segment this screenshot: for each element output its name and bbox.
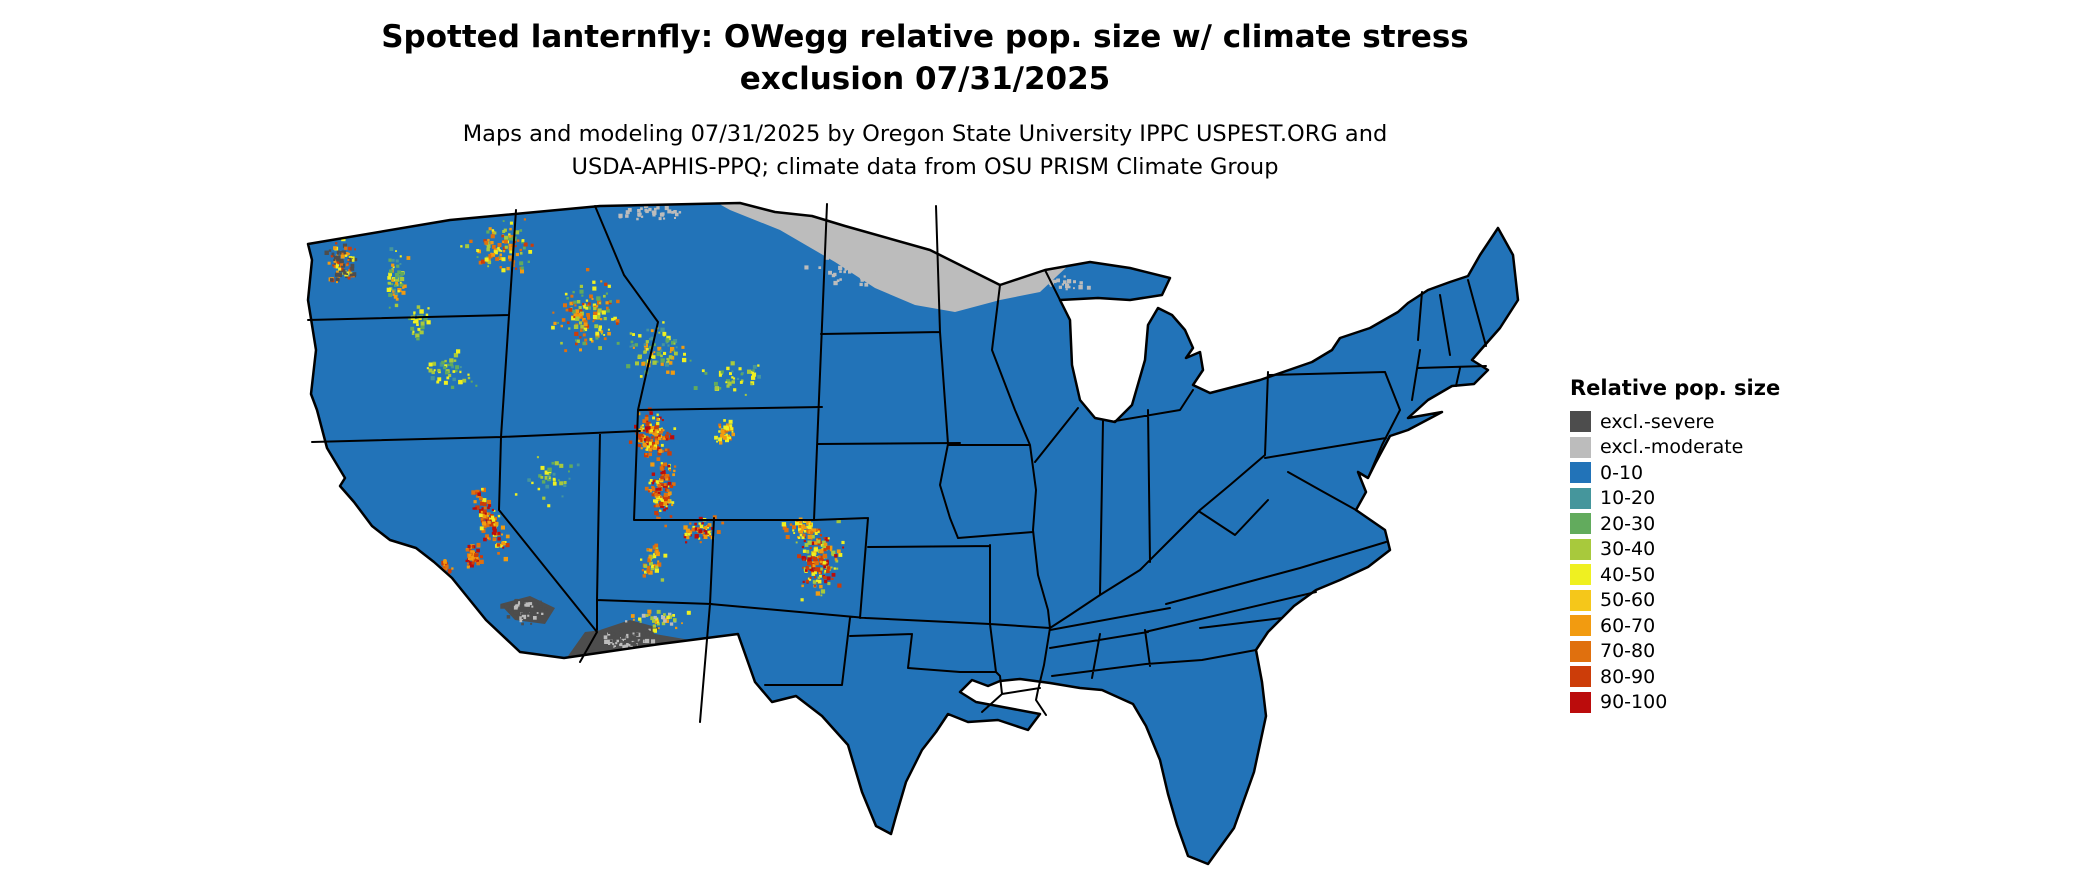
legend: Relative pop. size excl.-severe excl.-mod… [1570, 376, 1780, 715]
exclusion-severe-region-phoenix [600, 620, 660, 641]
legend-rows: excl.-severe excl.-moderate 0-10 10-20 20-30… [1570, 409, 1780, 715]
risk-speckles [324, 204, 1091, 657]
us-landmass [308, 203, 1518, 864]
legend-swatch [1570, 564, 1591, 586]
legend-swatch [1570, 640, 1591, 662]
title-line-2: exclusion 07/31/2025 [739, 61, 1111, 97]
legend-label: 80-90 [1600, 665, 1656, 688]
legend-swatch [1570, 691, 1591, 713]
legend-item: 80-90 [1570, 664, 1780, 690]
legend-swatch [1570, 538, 1591, 560]
legend-item: 40-50 [1570, 562, 1780, 588]
legend-item: 70-80 [1570, 639, 1780, 665]
legend-label: 90-100 [1600, 691, 1668, 714]
subtitle-line-2: USDA-APHIS-PPQ; climate data from OSU PR… [571, 154, 1279, 180]
legend-label: 10-20 [1600, 487, 1656, 510]
legend-label: 70-80 [1600, 640, 1656, 663]
legend-swatch [1570, 462, 1591, 484]
page-subtitle: Maps and modeling 07/31/2025 by Oregon S… [0, 118, 1850, 184]
legend-item: excl.-severe [1570, 409, 1780, 435]
legend-title: Relative pop. size [1570, 376, 1781, 400]
legend-label: 40-50 [1600, 563, 1656, 586]
legend-item: 60-70 [1570, 613, 1780, 639]
us-map [300, 200, 1520, 878]
title-line-1: Spotted lanternfly: OWegg relative pop. … [381, 19, 1469, 55]
legend-label: 20-30 [1600, 512, 1656, 535]
legend-swatch [1570, 615, 1591, 637]
us-coastline [306, 201, 1520, 866]
legend-label: 50-60 [1600, 589, 1656, 612]
legend-label: 60-70 [1600, 614, 1656, 637]
legend-label: excl.-moderate [1600, 436, 1744, 459]
page-title: Spotted lanternfly: OWegg relative pop. … [0, 16, 1850, 100]
subtitle-line-1: Maps and modeling 07/31/2025 by Oregon S… [462, 121, 1388, 147]
legend-item: 30-40 [1570, 537, 1780, 563]
legend-label: 0-10 [1600, 461, 1644, 484]
legend-label: 30-40 [1600, 538, 1656, 561]
legend-swatch [1570, 513, 1591, 535]
legend-item: excl.-moderate [1570, 435, 1780, 461]
legend-swatch [1570, 436, 1591, 458]
legend-swatch [1570, 589, 1591, 611]
legend-swatch [1570, 666, 1591, 688]
legend-item: 20-30 [1570, 511, 1780, 537]
legend-label: excl.-severe [1600, 410, 1715, 433]
legend-item: 0-10 [1570, 460, 1780, 486]
state-borders [307, 203, 1487, 723]
legend-item: 90-100 [1570, 690, 1780, 716]
legend-item: 10-20 [1570, 486, 1780, 512]
legend-item: 50-60 [1570, 588, 1780, 614]
legend-swatch [1570, 487, 1591, 509]
legend-swatch [1570, 411, 1591, 433]
